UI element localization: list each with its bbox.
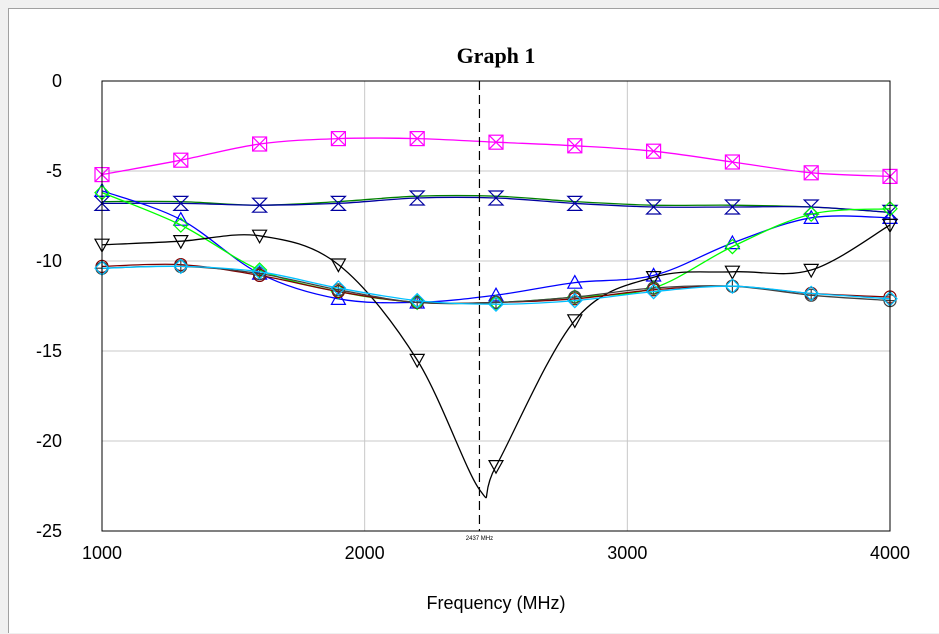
series-marker bbox=[173, 152, 189, 168]
series-marker bbox=[409, 353, 426, 369]
series-layer bbox=[93, 130, 899, 499]
y-tick-label: 0 bbox=[52, 71, 62, 91]
marker-line-label: 2437 MHz bbox=[466, 536, 493, 542]
series-marker bbox=[172, 258, 189, 275]
series-marker bbox=[488, 294, 504, 311]
series-marker bbox=[172, 235, 189, 250]
series-marker bbox=[330, 131, 346, 147]
series-line bbox=[101, 224, 891, 499]
series-marker bbox=[724, 154, 741, 170]
x-tick-label: 3000 bbox=[607, 543, 647, 563]
series-marker bbox=[646, 143, 662, 159]
series-marker bbox=[488, 296, 504, 313]
series-marker bbox=[252, 136, 268, 152]
series-marker bbox=[252, 136, 268, 152]
series-marker bbox=[409, 130, 425, 147]
y-tick-label: -15 bbox=[36, 341, 62, 361]
series-marker bbox=[488, 134, 504, 150]
series-marker bbox=[409, 292, 426, 309]
series-marker bbox=[329, 195, 347, 211]
series-marker bbox=[330, 280, 347, 296]
chart-frame: Graph 1 2437 MHz 1000 2000 3000 4000 0 -5 -10 -… bbox=[8, 8, 939, 633]
series-marker bbox=[724, 265, 741, 281]
series-marker bbox=[724, 238, 741, 255]
series-line bbox=[101, 191, 891, 305]
series-marker bbox=[172, 217, 189, 233]
series-marker bbox=[723, 199, 741, 215]
series-marker bbox=[330, 258, 347, 273]
series-marker bbox=[566, 274, 583, 289]
series-marker bbox=[487, 460, 505, 475]
frequency-marker: 2437 MHz bbox=[466, 81, 493, 542]
x-tick-label: 4000 bbox=[870, 543, 910, 563]
chart-canvas: Graph 1 2437 MHz 1000 2000 3000 4000 0 -5 -10 -… bbox=[36, 43, 910, 613]
series-marker bbox=[645, 283, 662, 300]
series-marker bbox=[803, 285, 820, 302]
series-marker bbox=[645, 143, 662, 159]
series-line bbox=[101, 190, 891, 304]
series-marker bbox=[330, 130, 346, 147]
series-marker bbox=[408, 190, 426, 206]
series-marker bbox=[803, 263, 820, 279]
grid bbox=[102, 81, 890, 531]
series-0 bbox=[94, 130, 898, 184]
series-2 bbox=[93, 190, 899, 220]
x-tick-label: 1000 bbox=[82, 543, 122, 563]
series-marker bbox=[566, 292, 583, 309]
series-8 bbox=[94, 258, 898, 313]
series-marker bbox=[567, 138, 583, 154]
series-marker bbox=[803, 165, 819, 181]
series-marker bbox=[173, 152, 189, 168]
series-marker bbox=[251, 229, 268, 245]
series-line bbox=[101, 265, 891, 305]
series-marker bbox=[487, 190, 505, 206]
series-marker bbox=[645, 199, 663, 215]
series-marker bbox=[488, 134, 504, 150]
x-axis-label: Frequency (MHz) bbox=[426, 593, 565, 613]
axis-ticks: 1000 2000 3000 4000 0 -5 -10 -15 -20 -25 bbox=[36, 71, 910, 563]
series-marker bbox=[724, 154, 740, 170]
y-tick-label: -20 bbox=[36, 431, 62, 451]
x-tick-label: 2000 bbox=[345, 543, 385, 563]
series-marker bbox=[409, 131, 425, 147]
series-marker bbox=[251, 263, 268, 280]
series-marker bbox=[645, 271, 662, 286]
plot-area-border bbox=[101, 80, 891, 532]
chart-title: Graph 1 bbox=[457, 43, 536, 68]
y-tick-label: -10 bbox=[36, 251, 62, 271]
y-tick-label: -5 bbox=[46, 161, 62, 181]
y-tick-label: -25 bbox=[36, 521, 62, 541]
series-marker bbox=[566, 314, 583, 329]
series-marker bbox=[566, 195, 584, 211]
series-marker bbox=[172, 195, 190, 211]
series-marker bbox=[724, 278, 741, 295]
series-marker bbox=[330, 290, 347, 305]
series-marker bbox=[567, 138, 583, 154]
series-marker bbox=[803, 165, 819, 181]
series-marker bbox=[803, 206, 820, 223]
series-marker bbox=[251, 197, 269, 213]
